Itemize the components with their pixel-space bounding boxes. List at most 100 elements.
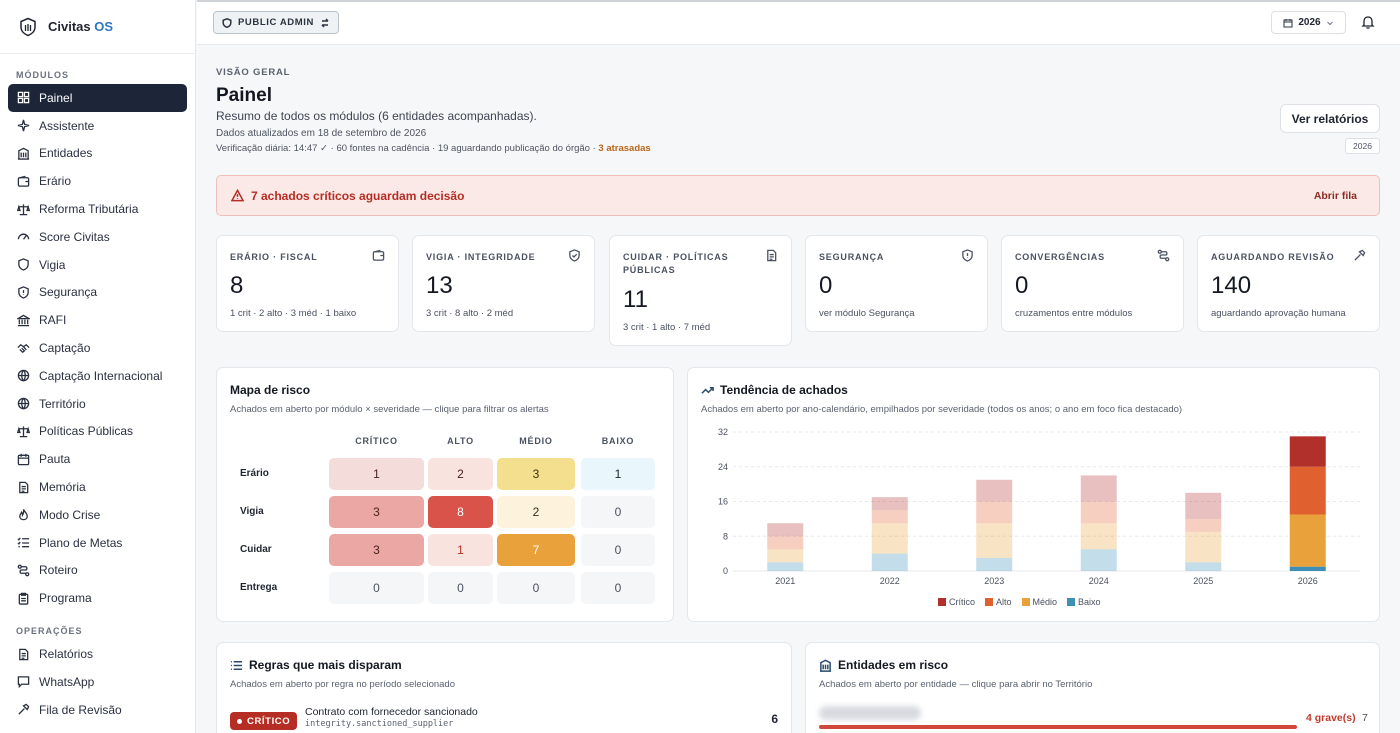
heatmap-cell[interactable]: 0 bbox=[497, 572, 575, 604]
bar-segment bbox=[1080, 501, 1117, 524]
sidebar-item-programa[interactable]: Programa bbox=[8, 584, 187, 612]
legend-swatch bbox=[1067, 598, 1076, 606]
verification-text: Verificação diária: 14:47 ✓ · 60 fontes … bbox=[216, 143, 651, 154]
risk-map-card: Mapa de risco Achados em aberto por módu… bbox=[216, 367, 674, 622]
legend-label: Baixo bbox=[1078, 597, 1101, 607]
year-select[interactable]: 2026 bbox=[1271, 11, 1346, 34]
critical-alert-banner[interactable]: 7 achados críticos aguardam decisão Abri… bbox=[216, 175, 1380, 216]
sidebar-item-roteiro[interactable]: Roteiro bbox=[8, 557, 187, 585]
entity-name-redacted[interactable] bbox=[819, 706, 921, 720]
sidebar-item-whatsapp[interactable]: WhatsApp bbox=[8, 668, 187, 696]
rules-title: Regras que mais disparam bbox=[230, 658, 402, 672]
topbar: PUBLIC ADMIN 2026 bbox=[197, 0, 1400, 45]
heatmap-cell[interactable]: 7 bbox=[497, 534, 575, 566]
bar-segment bbox=[767, 562, 804, 571]
bar-segment bbox=[767, 549, 804, 563]
heatmap-cell[interactable]: 0 bbox=[581, 572, 655, 604]
sidebar-item-entidades[interactable]: Entidades bbox=[8, 140, 187, 168]
legend-item[interactable]: Médio bbox=[1021, 597, 1057, 607]
sidebar-item-captacao[interactable]: Captação bbox=[8, 334, 187, 362]
sidebar-item-reforma-tributaria[interactable]: Reforma Tributária bbox=[8, 195, 187, 223]
x-tick-label: 2023 bbox=[984, 576, 1004, 586]
heatmap-cell[interactable]: 2 bbox=[428, 458, 493, 490]
heatmap-cell[interactable]: 3 bbox=[329, 496, 424, 528]
sidebar: Civitas OS MÓDULOS Painel Assistente Entid… bbox=[0, 0, 196, 733]
document-icon bbox=[765, 249, 778, 262]
bar-segment bbox=[976, 479, 1013, 502]
bar-segment bbox=[1289, 566, 1326, 571]
main-content: VISÃO GERAL Painel Resumo de todos os mó… bbox=[197, 45, 1400, 733]
wallet-icon bbox=[372, 249, 385, 262]
heatmap-cell[interactable]: 3 bbox=[497, 458, 575, 490]
heatmap-cell[interactable]: 3 bbox=[329, 534, 424, 566]
sidebar-item-territorio[interactable]: Território bbox=[8, 390, 187, 418]
bar-segment bbox=[1185, 562, 1222, 571]
heatmap-cell[interactable]: 0 bbox=[428, 572, 493, 604]
sidebar-item-pauta[interactable]: Pauta bbox=[8, 445, 187, 473]
sidebar-item-politicas-publicas[interactable]: Políticas Públicas bbox=[8, 418, 187, 446]
heatmap-cell[interactable]: 0 bbox=[581, 534, 655, 566]
sidebar-item-erario[interactable]: Erário bbox=[8, 167, 187, 195]
public-admin-badge[interactable]: PUBLIC ADMIN bbox=[213, 11, 339, 34]
sidebar-item-relatorios[interactable]: Relatórios bbox=[8, 640, 187, 668]
handshake-icon bbox=[17, 342, 30, 355]
bar-segment bbox=[871, 523, 908, 554]
sidebar-item-captacao-internacional[interactable]: Captação Internacional bbox=[8, 362, 187, 390]
list-icon bbox=[230, 660, 243, 670]
clipboard-icon bbox=[17, 592, 30, 605]
bar-segment bbox=[1080, 549, 1117, 571]
legend-item[interactable]: Alto bbox=[985, 597, 1012, 607]
rule-name[interactable]: Contrato com fornecedor sancionado bbox=[305, 706, 478, 718]
kpi-card[interactable]: SEGURANÇA 0 ver módulo Segurança bbox=[805, 235, 988, 332]
legend-item[interactable]: Baixo bbox=[1067, 597, 1101, 607]
page-title: Painel bbox=[216, 85, 272, 106]
kpi-card[interactable]: CUIDAR · POLÍTICAS PÚBLICAS 11 3 crit · 1 … bbox=[609, 235, 792, 346]
sidebar-item-label: Vigia bbox=[39, 257, 66, 272]
heatmap-cell[interactable]: 1 bbox=[329, 458, 424, 490]
legend-item[interactable]: Crítico bbox=[938, 597, 975, 607]
heatmap-cell[interactable]: 0 bbox=[581, 496, 655, 528]
open-queue-button[interactable]: Abrir fila bbox=[1313, 189, 1357, 202]
sidebar-item-assistente[interactable]: Assistente bbox=[8, 112, 187, 140]
kpi-breakdown: ver módulo Segurança bbox=[819, 308, 915, 319]
kpi-card[interactable]: ERÁRIO · FISCAL 8 1 crit · 2 alto · 3 méd … bbox=[216, 235, 399, 332]
sidebar-item-vigia[interactable]: Vigia bbox=[8, 251, 187, 279]
verification-status: Verificação diária: 14:47 ✓ · 60 fontes … bbox=[216, 143, 599, 154]
updated-text: Dados atualizados em 18 de setembro de 2… bbox=[216, 128, 427, 139]
heatmap-cell[interactable]: 8 bbox=[428, 496, 493, 528]
bell-icon[interactable] bbox=[1360, 14, 1376, 30]
sidebar-item-rafi[interactable]: RAFI bbox=[8, 306, 187, 334]
building-icon bbox=[819, 659, 832, 672]
sidebar-item-label: WhatsApp bbox=[39, 674, 95, 689]
shield-check-icon bbox=[568, 249, 581, 262]
brand[interactable]: Civitas OS bbox=[0, 0, 195, 54]
sidebar-item-memoria[interactable]: Memória bbox=[8, 473, 187, 501]
rule-count: 6 bbox=[771, 712, 778, 726]
shield-icon bbox=[222, 17, 232, 28]
bar-segment bbox=[767, 536, 804, 550]
sidebar-item-plano-de-metas[interactable]: Plano de Metas bbox=[8, 529, 187, 557]
kpi-label: AGUARDANDO REVISÃO bbox=[1211, 252, 1335, 262]
kpi-card[interactable]: CONVERGÊNCIAS 0 cruzamentos entre módulos bbox=[1001, 235, 1184, 332]
kpi-card[interactable]: VIGIA · INTEGRIDADE 13 3 crit · 8 alto · 2… bbox=[412, 235, 595, 332]
heatmap-cell[interactable]: 1 bbox=[581, 458, 655, 490]
sidebar-item-modo-crise[interactable]: Modo Crise bbox=[8, 501, 187, 529]
sidebar-item-label: RAFI bbox=[39, 313, 67, 328]
kpi-breakdown: cruzamentos entre módulos bbox=[1015, 308, 1133, 319]
sidebar-item-painel[interactable]: Painel bbox=[8, 84, 187, 112]
heatmap-cell[interactable]: 0 bbox=[329, 572, 424, 604]
kpi-card[interactable]: AGUARDANDO REVISÃO 140 aguardando aprovaçã… bbox=[1197, 235, 1380, 332]
heatmap-cell[interactable]: 1 bbox=[428, 534, 493, 566]
alert-text: 7 achados críticos aguardam decisão bbox=[251, 188, 465, 203]
heatmap-row-label: Cuidar bbox=[240, 544, 272, 555]
sidebar-item-fila-de-revisao[interactable]: Fila de Revisão bbox=[8, 696, 187, 724]
sidebar-item-seguranca[interactable]: Segurança bbox=[8, 279, 187, 307]
view-reports-button[interactable]: Ver relatórios bbox=[1280, 104, 1380, 133]
trend-card: Tendência de achados Achados em aberto p… bbox=[687, 367, 1380, 622]
calendar-icon bbox=[17, 453, 30, 466]
heatmap-row-label: Vigia bbox=[240, 506, 264, 517]
x-tick-label: 2021 bbox=[775, 576, 795, 586]
page-eyebrow: VISÃO GERAL bbox=[216, 67, 291, 78]
heatmap-cell[interactable]: 2 bbox=[497, 496, 575, 528]
sidebar-item-score-civitas[interactable]: Score Civitas bbox=[8, 223, 187, 251]
